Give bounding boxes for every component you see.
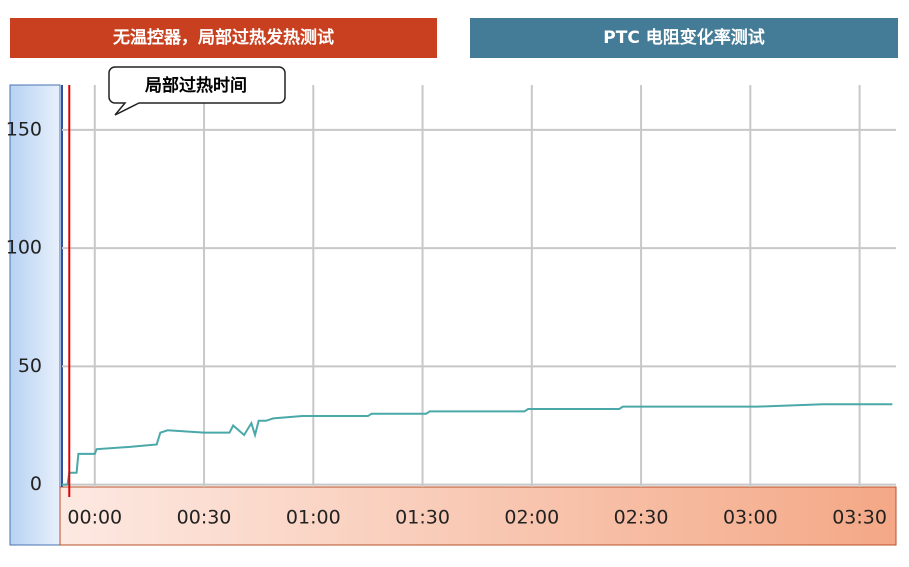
left-banner: 无温控器，局部过热发热测试 <box>10 18 437 58</box>
x-tick-label: 02:00 <box>504 507 559 529</box>
x-tick-label: 00:00 <box>67 507 122 529</box>
x-tick-label: 01:30 <box>395 507 450 529</box>
annotation: 局部过热时间 <box>145 75 247 96</box>
y-tick-label: 100 <box>6 237 42 259</box>
grid <box>62 85 896 487</box>
x-tick-label: 03:00 <box>723 507 778 529</box>
y-tick-label: 150 <box>6 118 42 140</box>
y-axis-band <box>9 84 61 546</box>
x-tick-label: 02:30 <box>614 507 669 529</box>
y-tick-label: 0 <box>30 473 42 495</box>
right-banner: PTC 电阻变化率测试 <box>470 18 898 58</box>
x-tick-label: 03:30 <box>832 507 887 529</box>
y-tick-label: 50 <box>18 355 42 377</box>
plot <box>62 85 893 497</box>
callout <box>108 66 286 116</box>
x-tick-label: 00:30 <box>177 507 232 529</box>
x-axis-band <box>59 486 897 546</box>
x-tick-label: 01:00 <box>286 507 341 529</box>
data-line <box>62 403 893 486</box>
